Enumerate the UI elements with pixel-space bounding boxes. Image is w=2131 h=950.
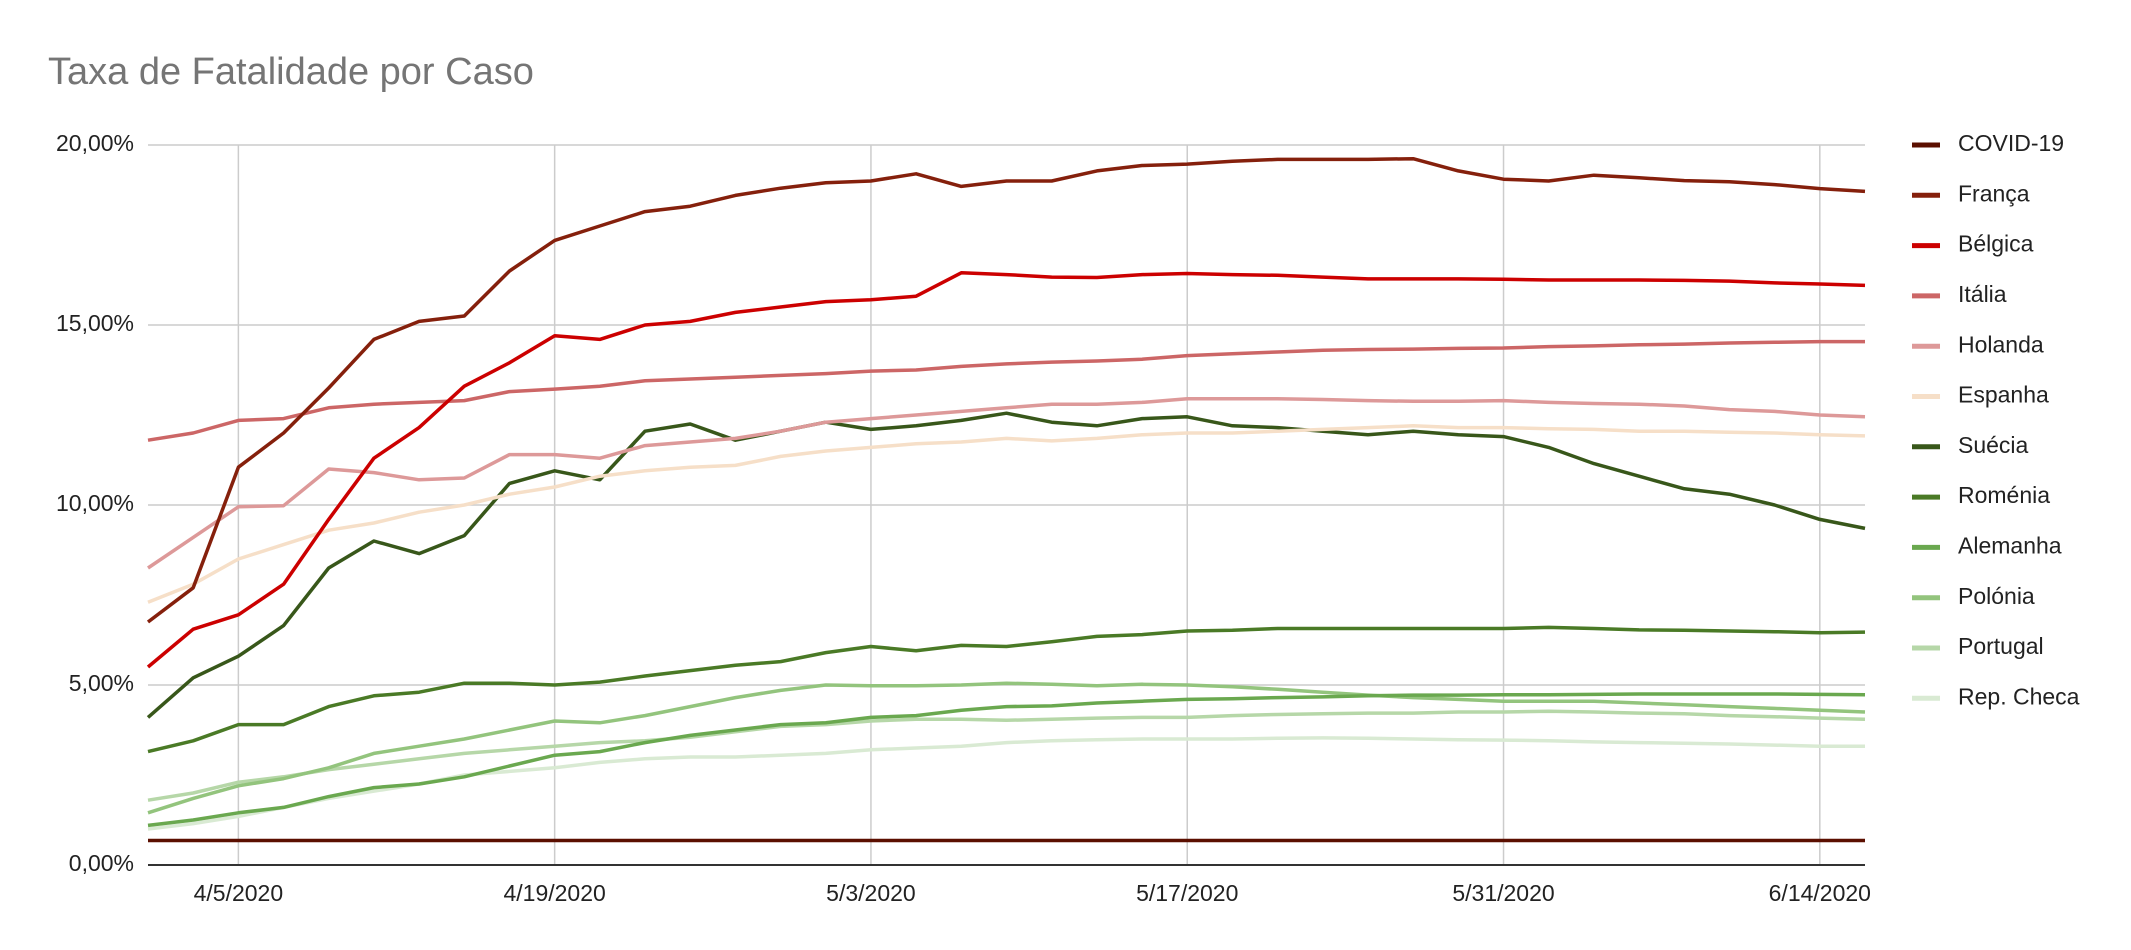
legend-label: COVID-19	[1958, 130, 2064, 156]
series-line	[147, 709, 1866, 802]
y-tick-label: 10,00%	[56, 490, 134, 516]
y-tick-label: 5,00%	[69, 670, 134, 696]
legend-label: Alemanha	[1958, 532, 2062, 558]
chart-title: Taxa de Fatalidade por Caso	[48, 51, 534, 93]
x-tick-label: 4/5/2020	[194, 880, 284, 906]
y-tick-label: 15,00%	[56, 310, 134, 336]
legend-label: França	[1958, 180, 2030, 206]
series-line	[146, 156, 1866, 624]
series-line	[147, 424, 1866, 604]
legend-label: Roménia	[1958, 482, 2050, 508]
legend-label: Espanha	[1958, 382, 2049, 408]
legend-label: Itália	[1958, 281, 2007, 307]
legend-label: Portugal	[1958, 633, 2044, 659]
series-line	[147, 339, 1865, 442]
x-tick-label: 4/19/2020	[503, 880, 605, 906]
y-tick-label: 0,00%	[69, 850, 134, 876]
x-tick-label: 5/31/2020	[1452, 880, 1554, 906]
legend-label: Polónia	[1958, 583, 2035, 609]
series-line	[147, 692, 1866, 828]
series-line	[147, 681, 1866, 815]
series-line	[147, 625, 1866, 754]
series-line	[146, 271, 1866, 669]
x-tick-label: 5/17/2020	[1136, 880, 1238, 906]
x-tick-label: 5/3/2020	[826, 880, 916, 906]
series-line	[146, 411, 1866, 719]
x-tick-label: 6/14/2020	[1769, 880, 1871, 906]
y-tick-label: 20,00%	[56, 130, 134, 156]
legend-label: Bélgica	[1958, 231, 2034, 257]
legend-label: Holanda	[1958, 331, 2044, 357]
legend-label: Rep. Checa	[1958, 683, 2080, 709]
series-line	[147, 397, 1866, 570]
legend-label: Suécia	[1958, 432, 2029, 458]
